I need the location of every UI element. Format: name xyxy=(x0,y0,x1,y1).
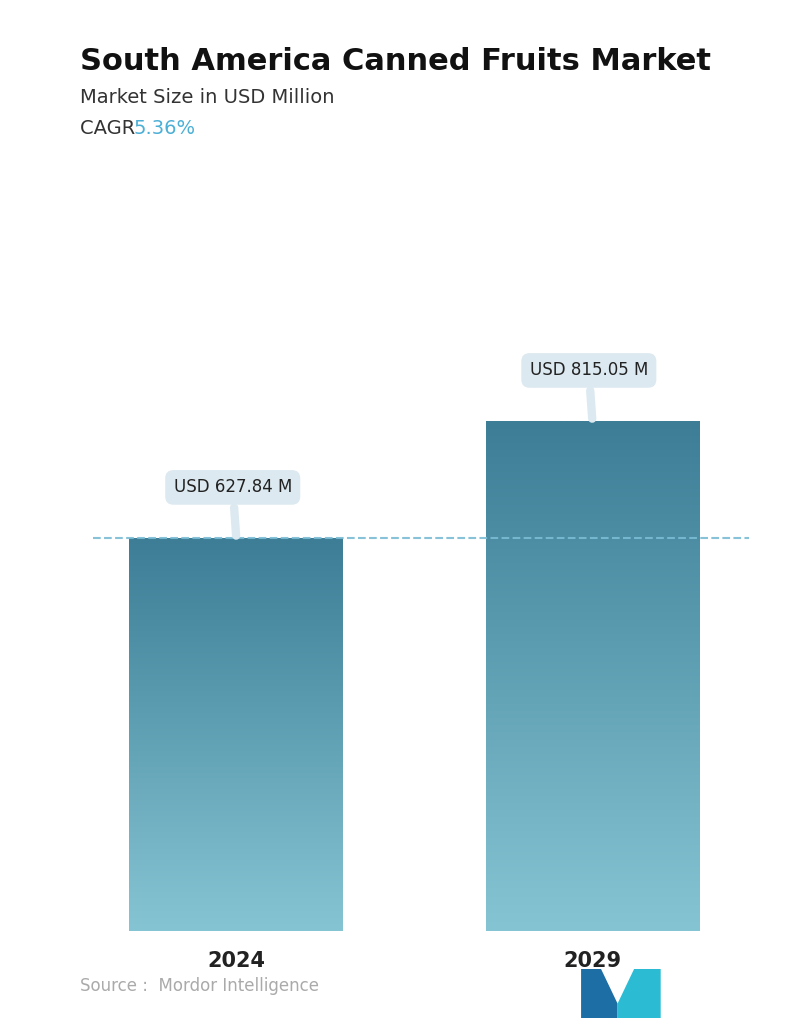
Text: CAGR: CAGR xyxy=(80,119,141,138)
Text: Market Size in USD Million: Market Size in USD Million xyxy=(80,88,334,107)
Text: USD 815.05 M: USD 815.05 M xyxy=(529,362,648,419)
Polygon shape xyxy=(581,969,618,1018)
Text: South America Canned Fruits Market: South America Canned Fruits Market xyxy=(80,47,711,75)
Polygon shape xyxy=(618,969,661,1018)
Text: USD 627.84 M: USD 627.84 M xyxy=(174,479,292,536)
Text: Source :  Mordor Intelligence: Source : Mordor Intelligence xyxy=(80,977,318,995)
Text: 5.36%: 5.36% xyxy=(134,119,196,138)
